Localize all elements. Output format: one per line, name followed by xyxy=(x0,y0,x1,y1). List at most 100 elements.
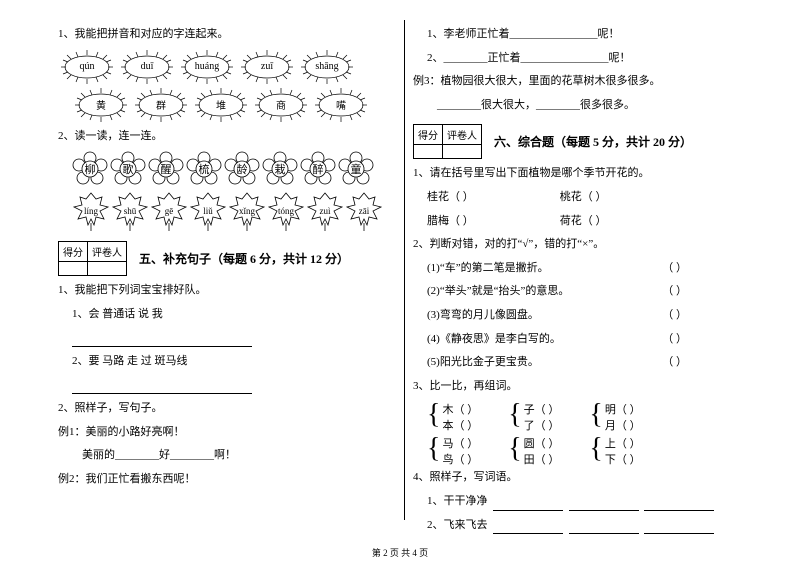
score-table: 得分评卷人 xyxy=(413,124,482,159)
flower-shape: 醉 xyxy=(300,151,336,187)
bracket-bot: 田（ ） xyxy=(524,451,560,467)
flower-row: 柳歌醒梳龄栽醉童 xyxy=(72,151,396,187)
answer-blank[interactable] xyxy=(72,329,396,347)
score-label: 得分 xyxy=(59,242,88,262)
plant[interactable]: 荷花（ ） xyxy=(560,215,607,227)
judgment-item[interactable]: (5)阳光比金子更宝贵。（ ） xyxy=(427,354,687,372)
leaf-text: liǔ xyxy=(203,206,213,216)
sun-text: 商 xyxy=(276,97,286,112)
score-cell[interactable] xyxy=(443,145,482,159)
s6-q4: 4、照样子，写词语。 xyxy=(413,469,752,487)
judgment-list: (1)“车”的第二笔是撇折。（ ）(2)“举头”就是“抬头”的意思。（ ）(3)… xyxy=(413,260,752,372)
flower-text: 龄 xyxy=(237,161,248,177)
flower-text: 醒 xyxy=(161,161,172,177)
bracket-top: 木（ ） xyxy=(442,401,478,417)
bracket-pair[interactable]: {子（ ）了（ ） xyxy=(508,401,559,429)
sun-shape: zuī xyxy=(238,50,296,84)
sun-text: 群 xyxy=(156,97,166,112)
score-cell[interactable] xyxy=(88,262,127,276)
sun-shape: 堆 xyxy=(192,88,250,122)
leaf-text: tóng xyxy=(278,206,294,216)
r-ex3: 例3：植物园很大很大，里面的花草树木很多很多。 xyxy=(413,73,752,91)
judgment-item[interactable]: (3)弯弯的月儿像圆盘。（ ） xyxy=(427,307,687,325)
bracket-pair[interactable]: {木（ ）本（ ） xyxy=(427,401,478,429)
judgment-paren[interactable]: （ ） xyxy=(662,331,687,349)
bracket-bot: 月（ ） xyxy=(605,417,641,433)
judgment-text: (2)“举头”就是“抬头”的意思。 xyxy=(427,283,569,301)
flower-shape: 柳 xyxy=(72,151,108,187)
q2-title: 2、读一读，连一连。 xyxy=(58,128,396,146)
s5-ex1: 例1：美丽的小路好亮啊！ xyxy=(58,424,396,442)
page-footer: 第 2 页 共 4 页 xyxy=(0,546,800,559)
leaf-shape: liǔ xyxy=(189,191,227,231)
flower-text: 童 xyxy=(351,161,362,177)
judgment-text: (4)《静夜思》是李白写的。 xyxy=(427,331,561,349)
answer-blank[interactable] xyxy=(72,377,396,395)
sun-row-1: qún duī huáng zuī shāng xyxy=(58,50,396,84)
bracket-top: 马（ ） xyxy=(442,435,478,451)
sun-shape: 黄 xyxy=(72,88,130,122)
leaf-text: shū xyxy=(124,206,137,216)
flower-text: 醉 xyxy=(313,161,324,177)
flower-text: 梳 xyxy=(199,161,210,177)
plant[interactable]: 腊梅（ ） xyxy=(427,213,557,231)
s5-ex1-blank[interactable]: 美丽的________好________啊！ xyxy=(82,447,396,465)
brace-icon: { xyxy=(427,401,440,429)
bracket-pair[interactable]: {明（ ）月（ ） xyxy=(589,401,640,429)
brace-icon: { xyxy=(427,435,440,463)
leaf-shape: xǐng xyxy=(228,191,266,231)
bracket-pair[interactable]: {圆（ ）田（ ） xyxy=(508,435,559,463)
s5-ex2: 例2：我们正忙看搬东西呢！ xyxy=(58,471,396,489)
r-ex3-blank[interactable]: ________很大很大，________很多很多。 xyxy=(437,97,752,115)
bracket-pair[interactable]: {马（ ）鸟（ ） xyxy=(427,435,478,463)
bracket-pair[interactable]: {上（ ）下（ ） xyxy=(589,435,640,463)
example-text: 1、干干净净 xyxy=(427,495,488,507)
score-label: 评卷人 xyxy=(88,242,127,262)
leaf-text: zuì xyxy=(320,206,331,216)
s6-q3: 3、比一比，再组词。 xyxy=(413,378,752,396)
s5-q1-2: 2、要 马路 走 过 斑马线 xyxy=(72,353,396,371)
bracket-bot: 本（ ） xyxy=(442,417,478,433)
flower-shape: 龄 xyxy=(224,151,260,187)
sun-shape: 嘴 xyxy=(312,88,370,122)
bracket-bot: 了（ ） xyxy=(524,417,560,433)
sun-text: duī xyxy=(141,61,154,72)
score-cell[interactable] xyxy=(59,262,88,276)
r2[interactable]: 2、________正忙着________________呢！ xyxy=(427,50,752,68)
leaf-shape: líng xyxy=(72,191,110,231)
bracket-top: 圆（ ） xyxy=(524,435,560,451)
brace-icon: { xyxy=(508,401,521,429)
r1[interactable]: 1、李老师正忙着________________呢！ xyxy=(427,26,752,44)
s5-q2: 2、照样子，写句子。 xyxy=(58,400,396,418)
s6-q4-1[interactable]: 1、干干净净 xyxy=(427,493,752,511)
judgment-item[interactable]: (2)“举头”就是“抬头”的意思。 （ ） xyxy=(427,283,687,301)
sun-text: qún xyxy=(80,61,95,72)
bracket-bot: 下（ ） xyxy=(605,451,641,467)
sun-shape: qún xyxy=(58,50,116,84)
sun-text: 黄 xyxy=(96,97,106,112)
score-label: 评卷人 xyxy=(443,125,482,145)
brace-icon: { xyxy=(589,435,602,463)
judgment-paren[interactable]: （ ） xyxy=(662,283,687,301)
sun-shape: duī xyxy=(118,50,176,84)
plant[interactable]: 桂花（ ） xyxy=(427,189,557,207)
judgment-item[interactable]: (1)“车”的第二笔是撇折。（ ） xyxy=(427,260,687,278)
sun-text: zuī xyxy=(261,61,273,72)
bracket-rows: {木（ ）本（ ）{子（ ）了（ ）{明（ ）月（ ）{马（ ）鸟（ ）{圆（ … xyxy=(413,401,752,463)
flower-shape: 醒 xyxy=(148,151,184,187)
s6-q4-2[interactable]: 2、飞来飞去 xyxy=(427,517,752,535)
flower-text: 柳 xyxy=(85,161,96,177)
judgment-item[interactable]: (4)《静夜思》是李白写的。 （ ） xyxy=(427,331,687,349)
judgment-paren[interactable]: （ ） xyxy=(662,307,687,325)
leaf-text: gē xyxy=(165,206,174,216)
sun-shape: 群 xyxy=(132,88,190,122)
judgment-paren[interactable]: （ ） xyxy=(662,260,687,278)
bracket-top: 明（ ） xyxy=(605,401,641,417)
leaf-shape: zuì xyxy=(306,191,344,231)
right-column: 1、李老师正忙着________________呢！ 2、________正忙着… xyxy=(405,20,760,520)
example-text: 2、飞来飞去 xyxy=(427,519,488,531)
judgment-paren[interactable]: （ ） xyxy=(662,354,687,372)
plant[interactable]: 桃花（ ） xyxy=(560,191,607,203)
score-cell[interactable] xyxy=(414,145,443,159)
sun-shape: shāng xyxy=(298,50,356,84)
